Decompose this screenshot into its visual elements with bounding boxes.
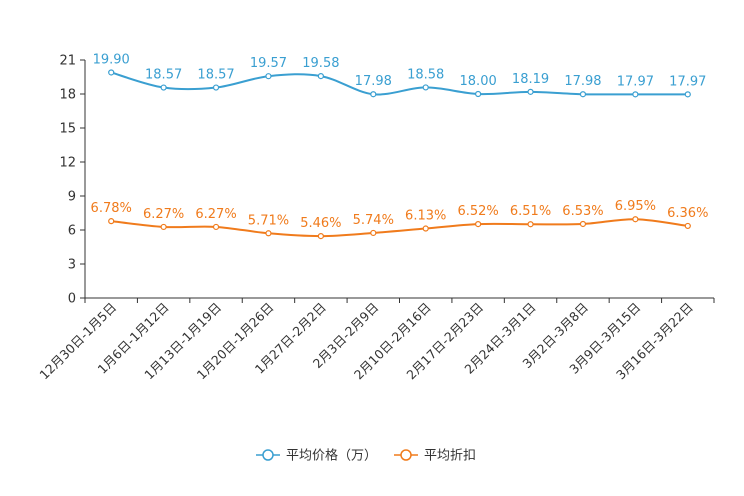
data-label: 5.46% [300, 216, 341, 231]
y-tick-label: 12 [59, 156, 76, 171]
data-point[interactable] [527, 88, 534, 95]
data-point[interactable] [422, 84, 429, 91]
data-label: 19.58 [302, 56, 339, 71]
legend-marker-icon [262, 449, 274, 461]
series-line-0 [110, 71, 688, 96]
data-point[interactable] [579, 91, 587, 98]
data-label: 17.98 [564, 74, 601, 89]
y-tick-label: 3 [68, 258, 76, 273]
data-label: 19.57 [250, 56, 287, 71]
data-label: 6.95% [615, 199, 656, 214]
y-tick-label: 18 [59, 88, 76, 103]
data-label: 17.98 [355, 74, 392, 89]
series-line-1 [111, 218, 688, 238]
legend-marker-icon [400, 449, 412, 461]
data-point[interactable] [265, 230, 272, 237]
data-label: 18.19 [512, 72, 549, 87]
data-point[interactable] [632, 216, 639, 223]
y-tick-label: 21 [59, 54, 76, 69]
data-point[interactable] [632, 91, 639, 98]
data-point[interactable] [475, 221, 482, 228]
y-tick-label: 15 [59, 122, 76, 137]
data-point[interactable] [212, 84, 220, 91]
data-label: 5.71% [248, 213, 289, 228]
data-label: 6.51% [510, 204, 551, 219]
data-point[interactable] [160, 223, 167, 231]
data-label: 19.90 [93, 52, 130, 67]
data-point[interactable] [475, 90, 482, 98]
data-label: 6.78% [91, 201, 132, 216]
legend-label: 平均价格（万） [286, 448, 377, 464]
data-point[interactable] [317, 233, 324, 240]
legend[interactable]: 平均价格（万） 平均折扣 [256, 448, 476, 464]
data-label: 17.97 [617, 74, 654, 89]
data-point[interactable] [527, 221, 534, 228]
data-point[interactable] [684, 222, 691, 230]
data-point[interactable] [370, 91, 377, 98]
data-point[interactable] [212, 223, 220, 231]
data-label: 18.57 [197, 68, 234, 83]
data-label: 6.27% [195, 207, 236, 222]
data-point[interactable] [265, 73, 272, 80]
data-point[interactable] [370, 229, 377, 237]
data-label: 6.36% [667, 206, 708, 221]
legend-item-0[interactable]: 平均价格（万） [256, 448, 377, 464]
data-label: 6.13% [405, 209, 446, 224]
data-label: 18.00 [460, 74, 497, 89]
data-label: 5.74% [353, 213, 394, 228]
y-tick-label: 0 [68, 292, 76, 307]
data-label: 6.27% [143, 207, 184, 222]
legend-label: 平均折扣 [424, 449, 476, 464]
data-point[interactable] [422, 225, 429, 232]
data-point[interactable] [160, 84, 167, 91]
data-point[interactable] [317, 72, 324, 80]
data-label: 6.52% [457, 204, 498, 219]
data-label: 6.53% [562, 204, 603, 219]
y-tick-label: 9 [68, 190, 76, 205]
data-label: 18.57 [145, 68, 182, 83]
series-layer: 19.90 18.57 18.57 19.57 19.58 17.98 18.58 18.00… [91, 52, 708, 240]
data-point[interactable] [579, 220, 587, 228]
legend-item-1[interactable]: 平均折扣 [394, 449, 476, 464]
data-point[interactable] [108, 218, 115, 225]
y-tick-label: 6 [68, 224, 76, 239]
data-point[interactable] [108, 69, 115, 76]
data-label: 17.97 [669, 74, 706, 89]
data-label: 18.58 [407, 67, 444, 82]
data-point[interactable] [684, 91, 691, 98]
